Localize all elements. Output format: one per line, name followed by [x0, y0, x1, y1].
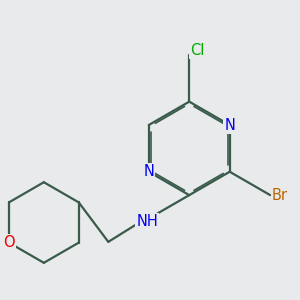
Text: O: O: [3, 235, 15, 250]
Text: Cl: Cl: [190, 43, 205, 58]
Text: Br: Br: [272, 188, 288, 202]
Text: N: N: [224, 118, 235, 133]
Text: NH: NH: [136, 214, 158, 229]
Text: N: N: [143, 164, 154, 179]
